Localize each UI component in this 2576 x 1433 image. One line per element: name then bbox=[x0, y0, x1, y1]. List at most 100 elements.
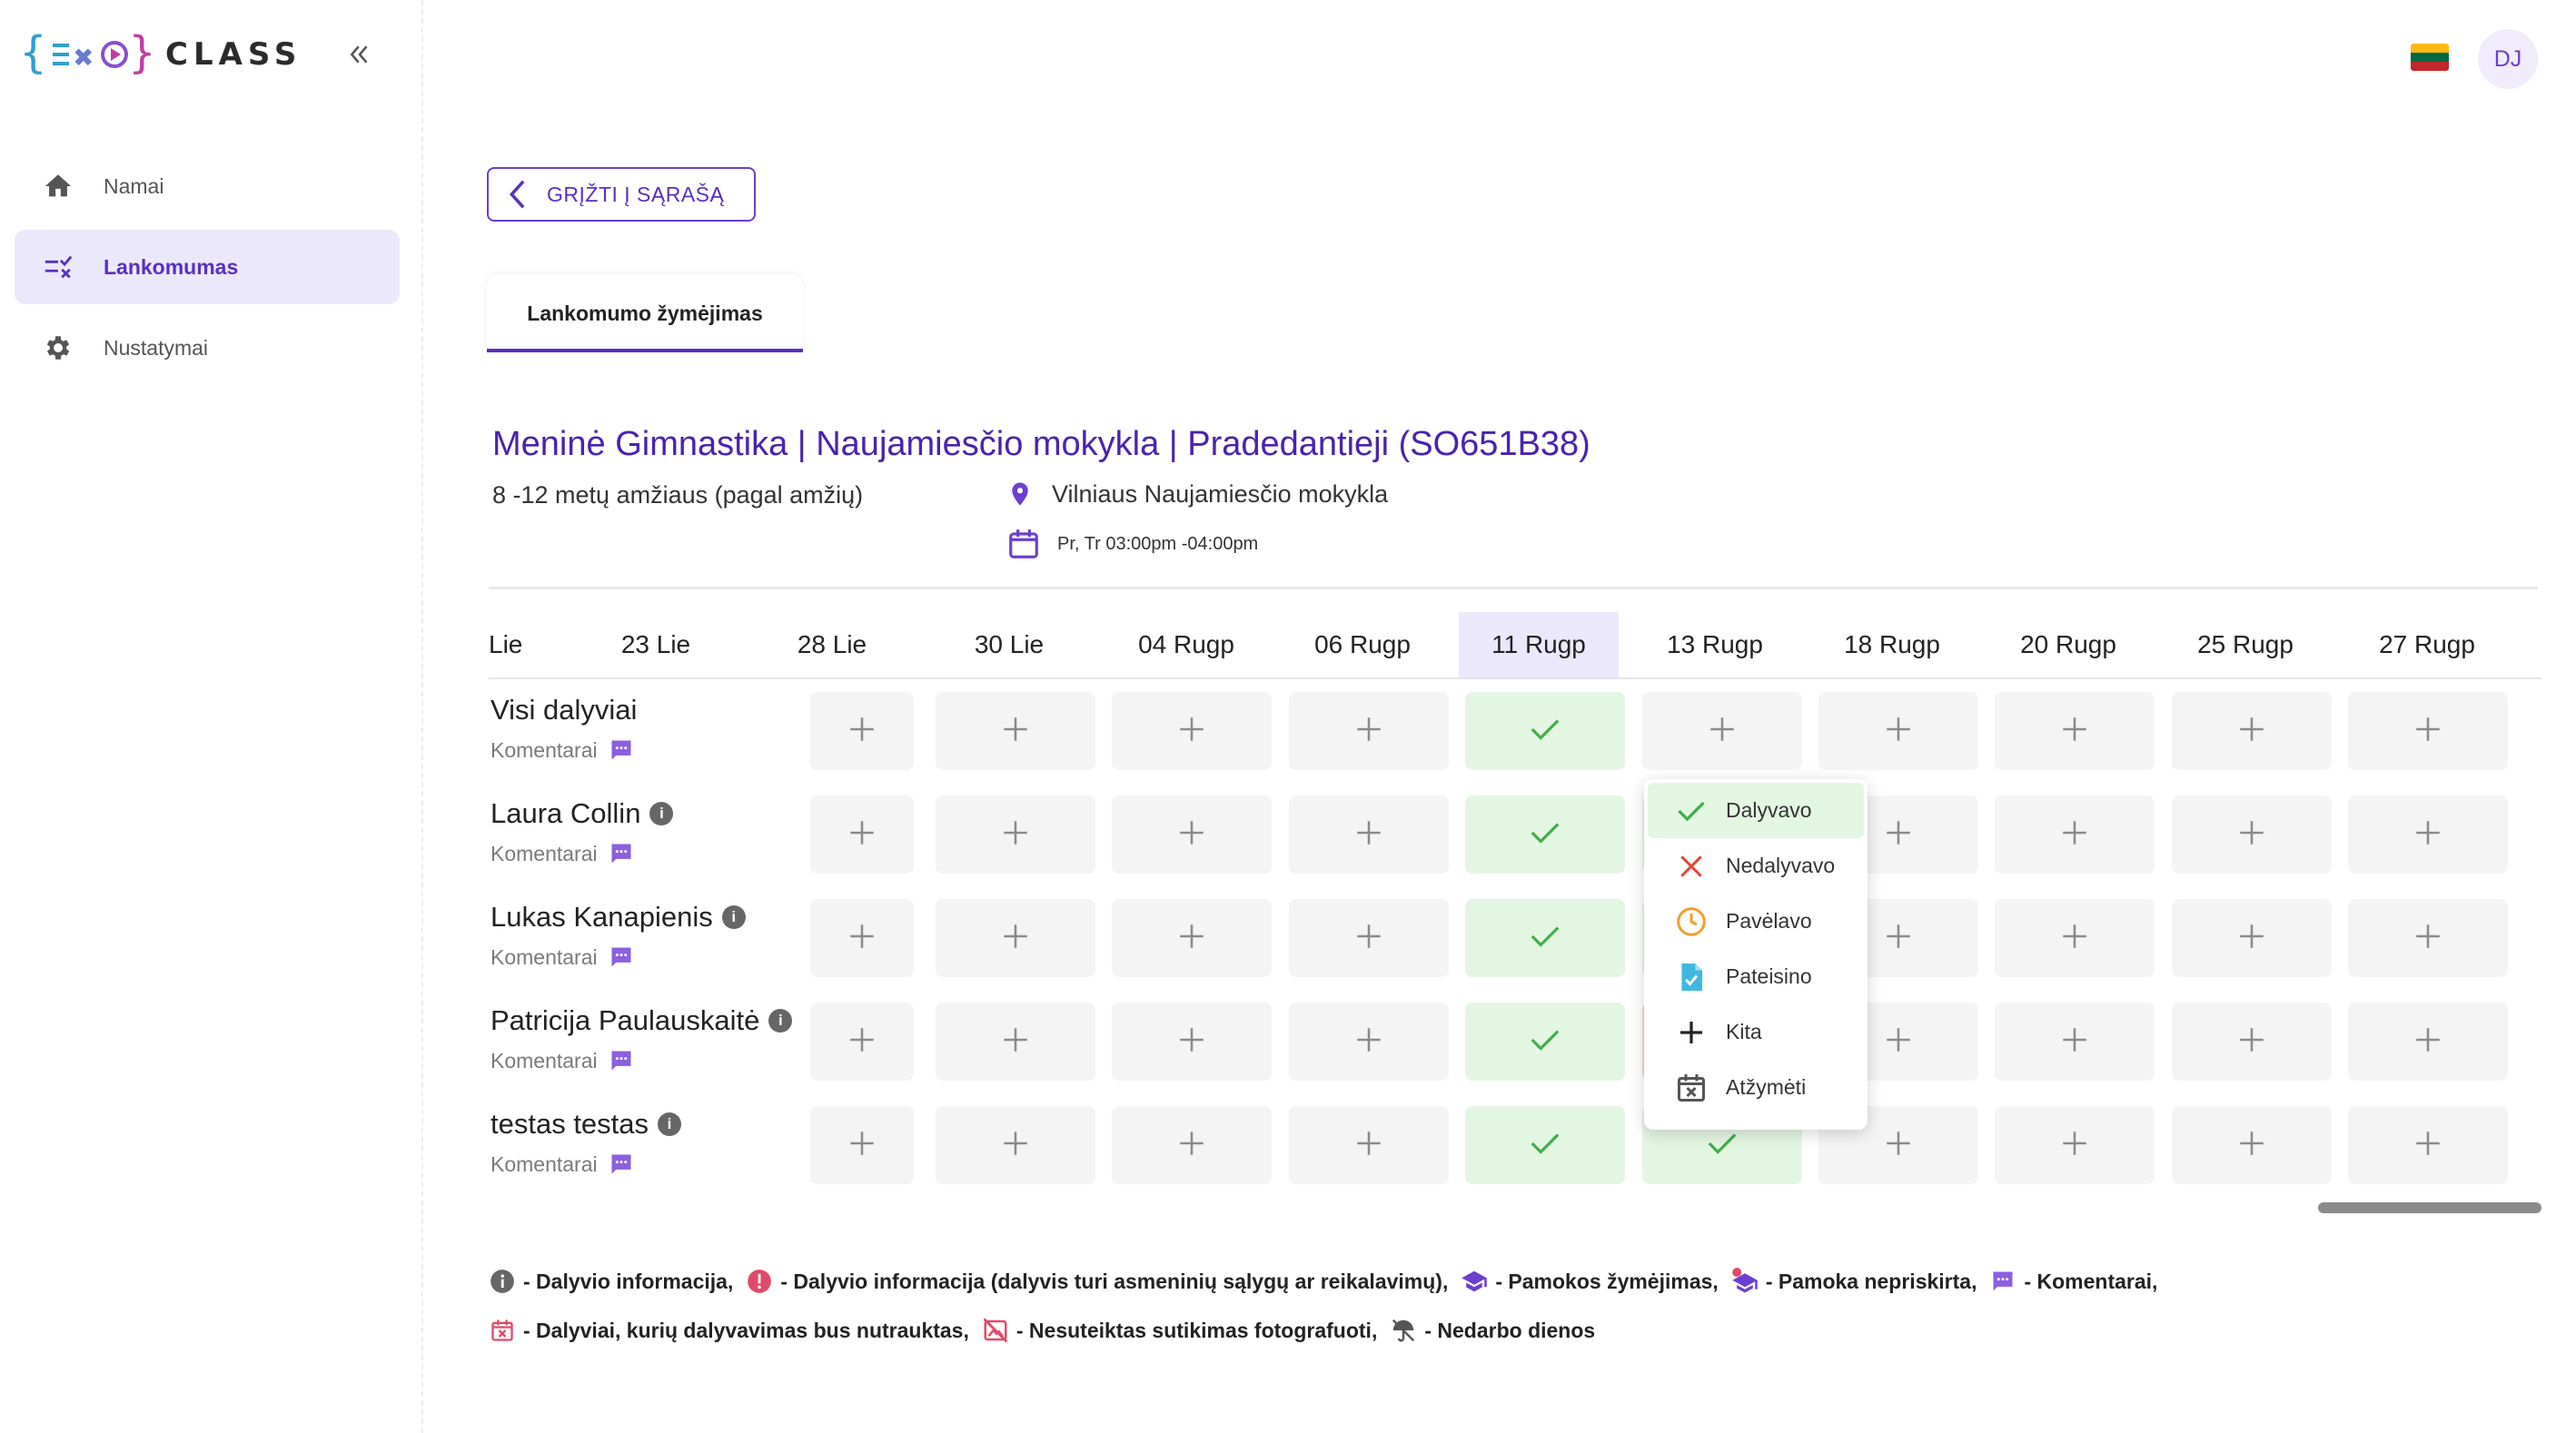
collapse-sidebar-button[interactable] bbox=[340, 36, 380, 73]
attendance-cell[interactable] bbox=[2172, 1106, 2332, 1184]
attendance-cell[interactable] bbox=[2172, 692, 2332, 770]
comments-label: Komentarai bbox=[490, 1048, 598, 1072]
plus-icon bbox=[1883, 921, 1914, 956]
attendance-status-menu: Dalyvavo Nedalyvavo Pavėlavo Pateisino K… bbox=[1644, 779, 1868, 1130]
sidebar-item-lankomumas[interactable]: Lankomumas bbox=[15, 230, 400, 304]
attendance-cell[interactable] bbox=[1818, 692, 1978, 770]
plus-icon bbox=[2413, 1128, 2443, 1163]
attendance-cell[interactable] bbox=[810, 796, 914, 874]
plus-icon bbox=[847, 921, 877, 956]
attendance-cell[interactable] bbox=[810, 1106, 914, 1184]
comments-link[interactable]: Komentarai bbox=[490, 841, 799, 866]
tab-attendance-marking[interactable]: Lankomumo žymėjimas bbox=[487, 274, 803, 352]
attendance-cell[interactable] bbox=[2348, 796, 2508, 874]
attendance-cell[interactable] bbox=[1289, 796, 1449, 874]
svg-text:}: } bbox=[129, 27, 155, 78]
plus-icon bbox=[2236, 817, 2267, 853]
legend-text: - Dalyviai, kurių dalyvavimas bus nutrau… bbox=[523, 1318, 969, 1342]
menu-item-pavelavo[interactable]: Pavėlavo bbox=[1644, 894, 1868, 949]
info-icon[interactable]: i bbox=[658, 1112, 682, 1136]
attendance-cell[interactable] bbox=[1112, 796, 1272, 874]
plus-icon bbox=[847, 1128, 877, 1163]
gear-icon bbox=[40, 330, 76, 366]
plus-icon bbox=[2413, 1024, 2443, 1060]
info-icon[interactable]: i bbox=[768, 1009, 793, 1033]
comment-icon bbox=[1989, 1268, 2016, 1295]
tab-active-indicator bbox=[487, 349, 803, 352]
attendance-cell[interactable] bbox=[1112, 1106, 1272, 1184]
sidebar-item-nustatymai[interactable]: Nustatymai bbox=[15, 311, 400, 385]
attendance-cell[interactable] bbox=[1289, 899, 1449, 977]
horizontal-scrollbar[interactable] bbox=[2318, 1202, 2541, 1213]
attendance-cell[interactable] bbox=[2348, 692, 2508, 770]
exoclass-logo[interactable]: { ✖ } CLASS bbox=[20, 25, 302, 84]
attendance-cell[interactable] bbox=[810, 692, 914, 770]
legend-text: - Dalyvio informacija, bbox=[523, 1269, 734, 1293]
attendance-cell[interactable] bbox=[1642, 692, 1802, 770]
attendance-cell[interactable] bbox=[2172, 899, 2332, 977]
sidebar-item-namai[interactable]: Namai bbox=[15, 149, 400, 223]
attendance-cell[interactable] bbox=[1289, 692, 1449, 770]
comments-label: Komentarai bbox=[490, 944, 598, 969]
menu-item-pateisino[interactable]: Pateisino bbox=[1644, 949, 1868, 1004]
info-icon[interactable]: i bbox=[649, 802, 674, 825]
attendance-cell[interactable] bbox=[1995, 692, 2155, 770]
attendance-cell[interactable] bbox=[936, 1106, 1095, 1184]
attendance-cell[interactable] bbox=[936, 796, 1095, 874]
cross-icon bbox=[1673, 848, 1709, 885]
attendance-cell[interactable] bbox=[2348, 899, 2508, 977]
legend-item: - Nedarbo dienos bbox=[1390, 1317, 1595, 1344]
attendance-cell[interactable] bbox=[1112, 1003, 1272, 1081]
menu-item-label: Pavėlavo bbox=[1726, 909, 1812, 933]
attendance-cell[interactable] bbox=[810, 1003, 914, 1081]
attendance-cell[interactable] bbox=[1465, 692, 1625, 770]
comments-link[interactable]: Komentarai bbox=[490, 1151, 799, 1177]
info-icon[interactable]: i bbox=[721, 905, 746, 929]
attendance-cell[interactable] bbox=[810, 899, 914, 977]
attendance-cell[interactable] bbox=[1289, 1106, 1449, 1184]
menu-item-dalyvavo[interactable]: Dalyvavo bbox=[1648, 783, 1864, 838]
legend-text: - Komentarai, bbox=[2024, 1269, 2158, 1293]
date-column-header-selected[interactable]: 11 Rugp bbox=[1459, 612, 1619, 677]
attendance-cell[interactable] bbox=[2172, 1003, 2332, 1081]
attendance-cell[interactable] bbox=[1465, 899, 1625, 977]
attendance-cell[interactable] bbox=[1465, 796, 1625, 874]
double-chevron-left-icon bbox=[350, 45, 368, 64]
menu-item-kita[interactable]: Kita bbox=[1644, 1004, 1868, 1060]
comments-link[interactable]: Komentarai bbox=[490, 737, 799, 763]
date-column-header: 25 Rugp bbox=[2197, 630, 2294, 658]
attendance-cell[interactable] bbox=[936, 899, 1095, 977]
attendance-cell[interactable] bbox=[1995, 796, 2155, 874]
attendance-cell[interactable] bbox=[936, 1003, 1095, 1081]
participant-row-label: Patricija Paulauskaitė i Komentarai bbox=[490, 1004, 799, 1073]
calendar-x-icon bbox=[489, 1317, 516, 1344]
legend-text: - Nedarbo dienos bbox=[1424, 1318, 1596, 1342]
menu-item-atzymeti[interactable]: Atžymėti bbox=[1644, 1060, 1868, 1115]
plus-icon bbox=[847, 1024, 877, 1060]
plus-icon bbox=[1176, 1024, 1207, 1060]
attendance-cell[interactable] bbox=[1995, 1003, 2155, 1081]
plus-icon bbox=[1353, 1024, 1384, 1060]
user-avatar[interactable]: DJ bbox=[2478, 29, 2538, 89]
attendance-cell[interactable] bbox=[1289, 1003, 1449, 1081]
comments-link[interactable]: Komentarai bbox=[490, 1048, 799, 1073]
menu-item-nedalyvavo[interactable]: Nedalyvavo bbox=[1644, 838, 1868, 894]
attendance-cell[interactable] bbox=[936, 692, 1095, 770]
attendance-cell[interactable] bbox=[1995, 899, 2155, 977]
attendance-cell[interactable] bbox=[1465, 1106, 1625, 1184]
attendance-cell[interactable] bbox=[1465, 1003, 1625, 1081]
attendance-cell[interactable] bbox=[2348, 1106, 2508, 1184]
comment-icon bbox=[611, 1154, 631, 1174]
participant-row-label: Lukas Kanapienis i Komentarai bbox=[490, 901, 799, 970]
language-flag-lt[interactable] bbox=[2411, 44, 2449, 71]
attendance-cell[interactable] bbox=[2348, 1003, 2508, 1081]
graduation-cap-icon bbox=[1461, 1268, 1488, 1295]
check-icon bbox=[1705, 1126, 1739, 1165]
attendance-cell[interactable] bbox=[2172, 796, 2332, 874]
plus-icon bbox=[847, 714, 877, 749]
attendance-cell[interactable] bbox=[1995, 1106, 2155, 1184]
attendance-cell[interactable] bbox=[1112, 899, 1272, 977]
attendance-cell[interactable] bbox=[1112, 692, 1272, 770]
back-to-list-button[interactable]: GRĮŽTI Į SĄRAŠĄ bbox=[487, 167, 756, 222]
comments-link[interactable]: Komentarai bbox=[490, 944, 799, 970]
